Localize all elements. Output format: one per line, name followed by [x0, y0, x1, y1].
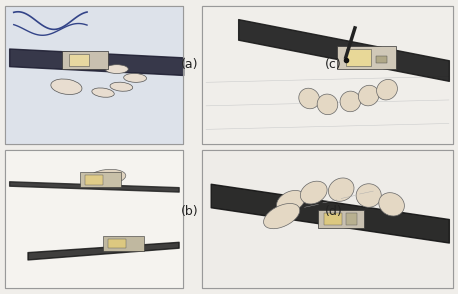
Ellipse shape [328, 178, 354, 201]
Bar [62, 51, 108, 69]
Bar [202, 6, 453, 144]
Ellipse shape [277, 191, 305, 212]
Ellipse shape [376, 79, 398, 100]
Bar [376, 56, 387, 63]
Ellipse shape [379, 193, 404, 216]
Ellipse shape [299, 88, 320, 109]
Bar [324, 213, 342, 225]
Bar [337, 46, 396, 69]
Text: (a): (a) [181, 58, 198, 71]
Bar [5, 6, 183, 144]
Bar [5, 6, 183, 144]
Bar [69, 54, 89, 66]
Ellipse shape [340, 91, 361, 112]
Bar [5, 150, 183, 288]
Bar [346, 49, 371, 66]
Ellipse shape [263, 203, 300, 229]
Bar [202, 150, 453, 288]
Bar [5, 150, 183, 288]
Ellipse shape [105, 65, 128, 74]
Text: (b): (b) [181, 205, 198, 218]
Bar [103, 236, 144, 250]
Bar [5, 6, 183, 144]
Bar [80, 173, 121, 187]
Ellipse shape [51, 79, 82, 94]
Ellipse shape [89, 169, 126, 184]
Bar [85, 175, 103, 185]
Bar [202, 150, 453, 288]
Text: (d): (d) [325, 205, 343, 218]
Bar [108, 239, 126, 248]
Text: (c): (c) [325, 58, 342, 71]
Ellipse shape [110, 82, 133, 91]
Ellipse shape [300, 181, 327, 204]
Ellipse shape [92, 88, 114, 97]
Bar [202, 6, 453, 144]
Bar [202, 6, 453, 144]
Ellipse shape [124, 74, 147, 82]
Bar [5, 150, 183, 288]
Bar [318, 210, 364, 228]
Ellipse shape [356, 184, 382, 207]
Ellipse shape [358, 85, 379, 106]
Ellipse shape [317, 94, 338, 115]
Bar [202, 150, 453, 288]
Bar [346, 213, 357, 225]
